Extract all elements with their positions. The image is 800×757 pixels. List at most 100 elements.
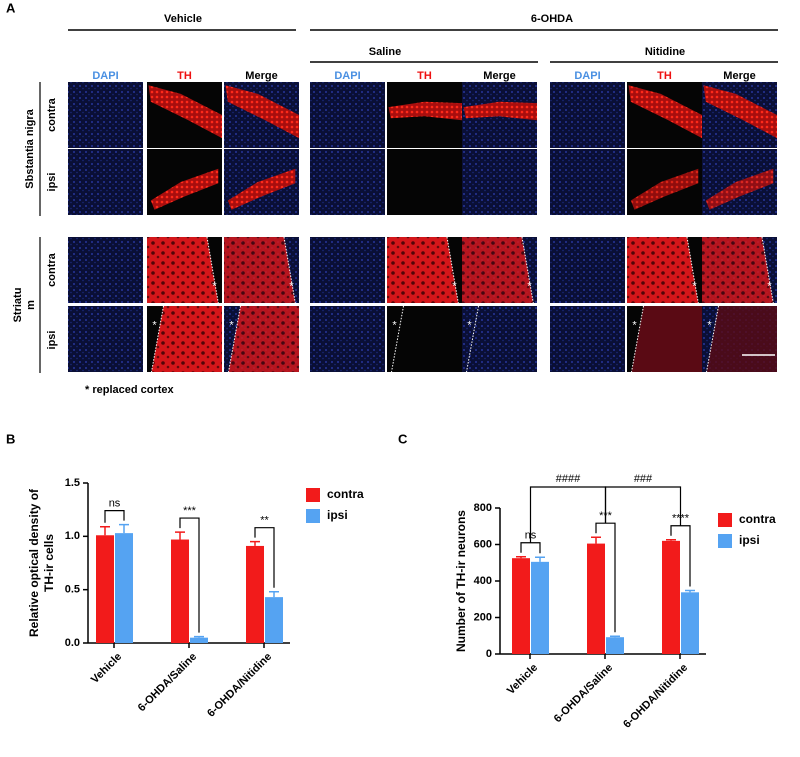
error-bar <box>100 525 110 536</box>
th-signal <box>462 237 534 303</box>
micrograph <box>68 306 143 372</box>
panel-a: A Vehicle 6-OHDA Saline Nitidine * repla… <box>6 0 778 396</box>
th-signal <box>463 101 537 121</box>
star: * <box>707 320 712 332</box>
error-bar <box>516 555 526 559</box>
boundary <box>706 305 719 373</box>
th-signal <box>150 168 219 210</box>
group-label: Vehicle <box>164 13 202 25</box>
bar <box>606 637 624 654</box>
subgroup-label: Saline <box>369 46 401 58</box>
micrograph <box>310 306 385 372</box>
bar <box>115 533 133 643</box>
panel-label: A <box>6 0 16 15</box>
y-axis-label: Number of TH-ir neurons <box>454 510 468 652</box>
th-signal <box>228 306 299 372</box>
star: * <box>452 280 457 292</box>
subgroup-label: Nitidine <box>645 46 685 58</box>
y-tick-label: 800 <box>474 502 492 514</box>
x-tick-label: Vehicle <box>89 651 124 686</box>
bar <box>265 597 283 643</box>
micrograph <box>310 237 385 303</box>
panel-label: B <box>6 431 15 446</box>
bar <box>512 558 530 654</box>
significance: ### <box>634 473 653 485</box>
th-signal <box>705 168 774 210</box>
channel-label: Merge <box>483 70 515 82</box>
legend-label: contra <box>739 512 776 526</box>
micrograph <box>68 149 143 215</box>
boundary <box>466 305 479 373</box>
micrograph <box>310 82 385 148</box>
legend-swatch <box>306 488 320 502</box>
th-signal <box>227 168 296 210</box>
bracket <box>520 542 541 554</box>
x-tick-label: Vehicle <box>505 662 540 697</box>
star: * <box>212 280 217 292</box>
legend-swatch <box>718 513 732 527</box>
row-label: contra <box>46 252 58 287</box>
th-signal <box>151 306 222 372</box>
th-signal <box>147 237 219 303</box>
region-label: Sbstantia nigra <box>24 108 36 188</box>
th-signal <box>387 237 459 303</box>
micrograph <box>68 82 143 148</box>
error-bar <box>194 635 204 638</box>
channel-label: Merge <box>723 70 755 82</box>
bar <box>662 540 680 654</box>
significance: #### <box>556 473 581 485</box>
region-label: m <box>25 300 37 310</box>
channel-label: DAPI <box>574 70 600 82</box>
bracket <box>254 527 275 588</box>
th-signal <box>628 85 702 139</box>
bracket <box>179 517 200 633</box>
micrograph <box>462 149 537 215</box>
micrograph <box>68 237 143 303</box>
significance: ** <box>260 515 269 527</box>
y-tick-label: 0 <box>486 648 492 660</box>
th-signal <box>148 85 222 139</box>
y-tick-label: 1.0 <box>65 530 80 542</box>
x-tick-label: 6-OHDA/Nitidine <box>205 651 274 720</box>
micrograph <box>550 306 625 372</box>
error-bar <box>666 539 676 541</box>
star: * <box>229 320 234 332</box>
bar <box>190 637 208 643</box>
significance: *** <box>183 505 197 517</box>
micrograph <box>387 306 462 372</box>
bar <box>96 535 114 643</box>
micrograph <box>387 149 462 215</box>
th-signal <box>627 237 699 303</box>
error-bar <box>269 591 279 598</box>
boundary <box>228 305 241 373</box>
y-tick-label: 200 <box>474 611 492 623</box>
star: * <box>392 320 397 332</box>
th-signal <box>703 85 777 139</box>
micrograph <box>310 149 385 215</box>
group-label: 6-OHDA <box>531 13 573 25</box>
y-axis-label: Relative optical density of <box>27 488 41 637</box>
star: * <box>152 320 157 332</box>
row-label: contra <box>46 97 58 132</box>
star: * <box>632 320 637 332</box>
bar <box>587 543 605 654</box>
error-bar <box>610 635 620 638</box>
bar <box>531 561 549 654</box>
bracket <box>529 486 607 543</box>
note: * replaced cortex <box>85 384 175 396</box>
error-bar <box>591 536 601 544</box>
error-bar <box>685 589 695 593</box>
micrograph <box>550 149 625 215</box>
legend-label: ipsi <box>739 533 760 547</box>
error-bar <box>250 540 260 546</box>
error-bar <box>119 523 129 534</box>
micrograph <box>550 237 625 303</box>
channel-label: TH <box>417 70 432 82</box>
bracket <box>604 486 682 526</box>
star: * <box>289 280 294 292</box>
star: * <box>527 280 532 292</box>
th-signal <box>631 306 702 372</box>
star: * <box>692 280 697 292</box>
x-tick-label: 6-OHDA/Nitidine <box>621 662 690 731</box>
